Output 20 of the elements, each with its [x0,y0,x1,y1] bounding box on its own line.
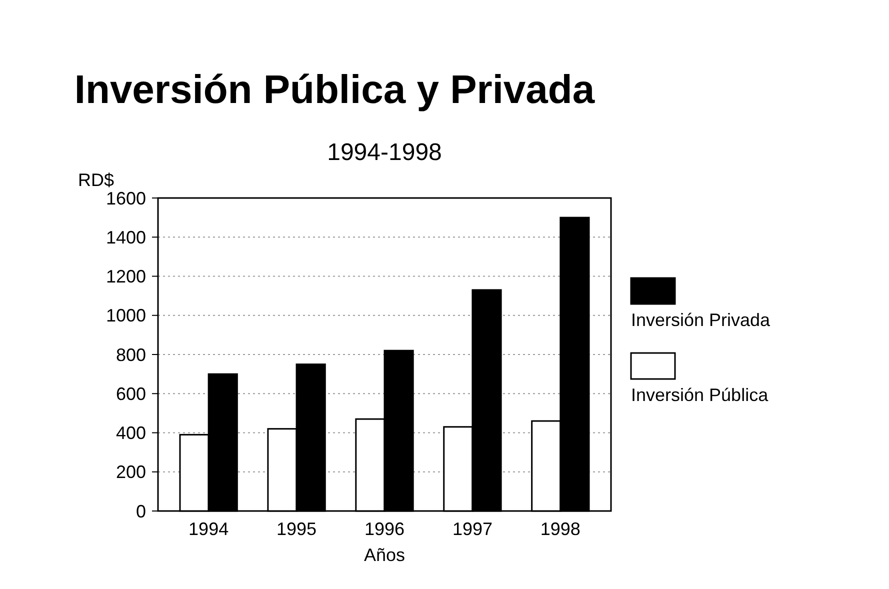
x-tick-label: 1996 [364,519,405,539]
y-tick-label: 1000 [106,306,146,326]
y-axis-title: RD$ [78,170,114,190]
x-tick-label: 1998 [540,519,580,539]
legend-label: Inversión Pública [631,385,770,405]
x-tick-label: 1994 [188,519,229,539]
y-tick-label: 400 [116,423,146,444]
y-tick-label: 800 [116,344,146,365]
chart-subtitle: 1994-1998 [327,139,442,166]
chart-title: Inversión Pública y Privada [74,68,596,112]
legend-label: Inversión Privada [631,310,772,330]
y-tick-label: 0 [136,501,146,522]
y-tick-label: 200 [116,462,146,482]
y-tick-label: 1200 [106,266,146,287]
x-tick-label: 1995 [276,519,317,539]
y-tick-label: 1600 [106,188,146,208]
y-tick-label: 600 [116,384,146,404]
y-tick-label: 1400 [106,227,146,248]
x-axis-title: Años [364,545,406,565]
x-tick-label: 1997 [452,519,492,539]
